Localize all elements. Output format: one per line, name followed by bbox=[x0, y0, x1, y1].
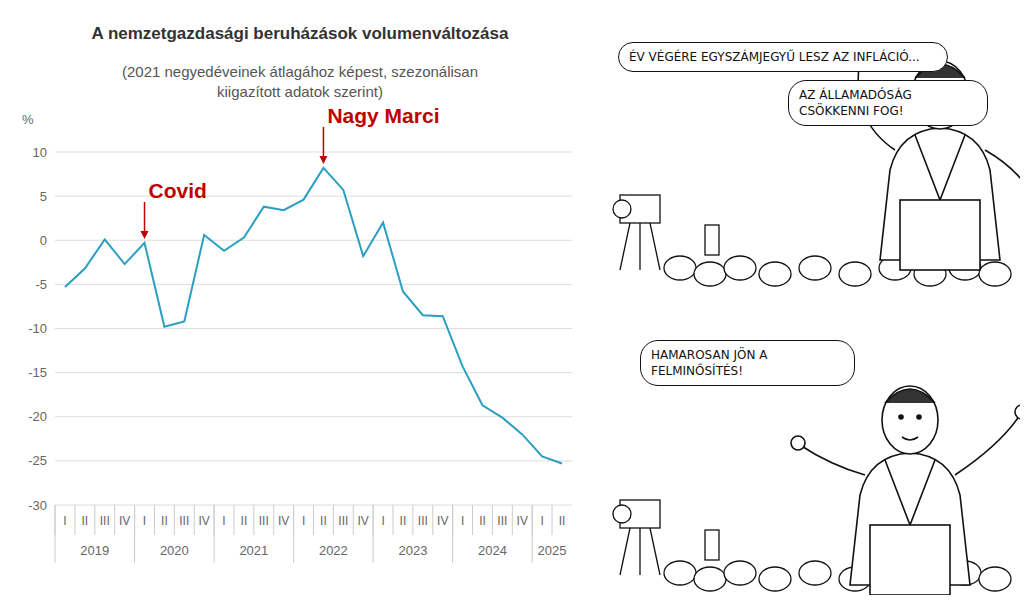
svg-text:II: II bbox=[479, 514, 486, 528]
svg-text:-25: -25 bbox=[28, 453, 47, 468]
svg-text:IV: IV bbox=[119, 514, 130, 528]
svg-text:I: I bbox=[63, 514, 66, 528]
svg-text:I: I bbox=[540, 514, 543, 528]
svg-text:III: III bbox=[497, 514, 507, 528]
svg-text:III: III bbox=[179, 514, 189, 528]
svg-text:10: 10 bbox=[33, 145, 47, 160]
svg-text:0: 0 bbox=[40, 233, 47, 248]
svg-text:III: III bbox=[418, 514, 428, 528]
html-text:HAMAROSAN JÖN A FELMINŐSÍTÉS!: HAMAROSAN JÖN A FELMINŐSÍTÉS! bbox=[651, 348, 768, 378]
svg-text:IV: IV bbox=[278, 514, 289, 528]
svg-text:I: I bbox=[222, 514, 225, 528]
svg-text:II: II bbox=[559, 514, 566, 528]
html-text:AZ ÁLLAMADÓSÁG CSÖKKENNI FOG!: AZ ÁLLAMADÓSÁG CSÖKKENNI FOG! bbox=[799, 88, 912, 118]
svg-text:IV: IV bbox=[198, 514, 209, 528]
svg-text:2023: 2023 bbox=[398, 543, 427, 558]
svg-text:2025: 2025 bbox=[538, 543, 567, 558]
svg-text:2021: 2021 bbox=[239, 543, 268, 558]
svg-text:-5: -5 bbox=[35, 277, 47, 292]
svg-text:IV: IV bbox=[437, 514, 448, 528]
svg-text:I: I bbox=[461, 514, 464, 528]
svg-text:5: 5 bbox=[40, 189, 47, 204]
svg-text:I: I bbox=[381, 514, 384, 528]
svg-text:III: III bbox=[100, 514, 110, 528]
svg-text:III: III bbox=[338, 514, 348, 528]
svg-text:II: II bbox=[241, 514, 248, 528]
svg-text:II: II bbox=[320, 514, 327, 528]
svg-text:-10: -10 bbox=[28, 321, 47, 336]
svg-text:I: I bbox=[302, 514, 305, 528]
html-text:ÉV VÉGÉRE EGYSZÁMJEGYŰ LESZ AZ: ÉV VÉGÉRE EGYSZÁMJEGYŰ LESZ AZ INFLÁCIÓ.… bbox=[629, 50, 920, 64]
svg-text:2022: 2022 bbox=[319, 543, 348, 558]
svg-text:II: II bbox=[82, 514, 89, 528]
svg-text:-15: -15 bbox=[28, 365, 47, 380]
svg-text:II: II bbox=[161, 514, 168, 528]
svg-text:-20: -20 bbox=[28, 409, 47, 424]
svg-text:I: I bbox=[143, 514, 146, 528]
html-text:(2021 negyedéveinek átlagához: (2021 negyedéveinek átlagához képest, sz… bbox=[122, 63, 478, 100]
svg-text:IV: IV bbox=[517, 514, 528, 528]
svg-text:2024: 2024 bbox=[478, 543, 507, 558]
html-text:A nemzetgazdasági beruházások: A nemzetgazdasági beruházások volumenvál… bbox=[91, 24, 509, 43]
svg-text:-30: -30 bbox=[28, 498, 47, 513]
svg-text:Nagy Marci: Nagy Marci bbox=[327, 104, 439, 127]
svg-text:III: III bbox=[259, 514, 269, 528]
svg-text:II: II bbox=[400, 514, 407, 528]
svg-text:2020: 2020 bbox=[160, 543, 189, 558]
svg-text:Covid: Covid bbox=[149, 179, 207, 202]
svg-text:2019: 2019 bbox=[80, 543, 109, 558]
svg-text:IV: IV bbox=[358, 514, 369, 528]
